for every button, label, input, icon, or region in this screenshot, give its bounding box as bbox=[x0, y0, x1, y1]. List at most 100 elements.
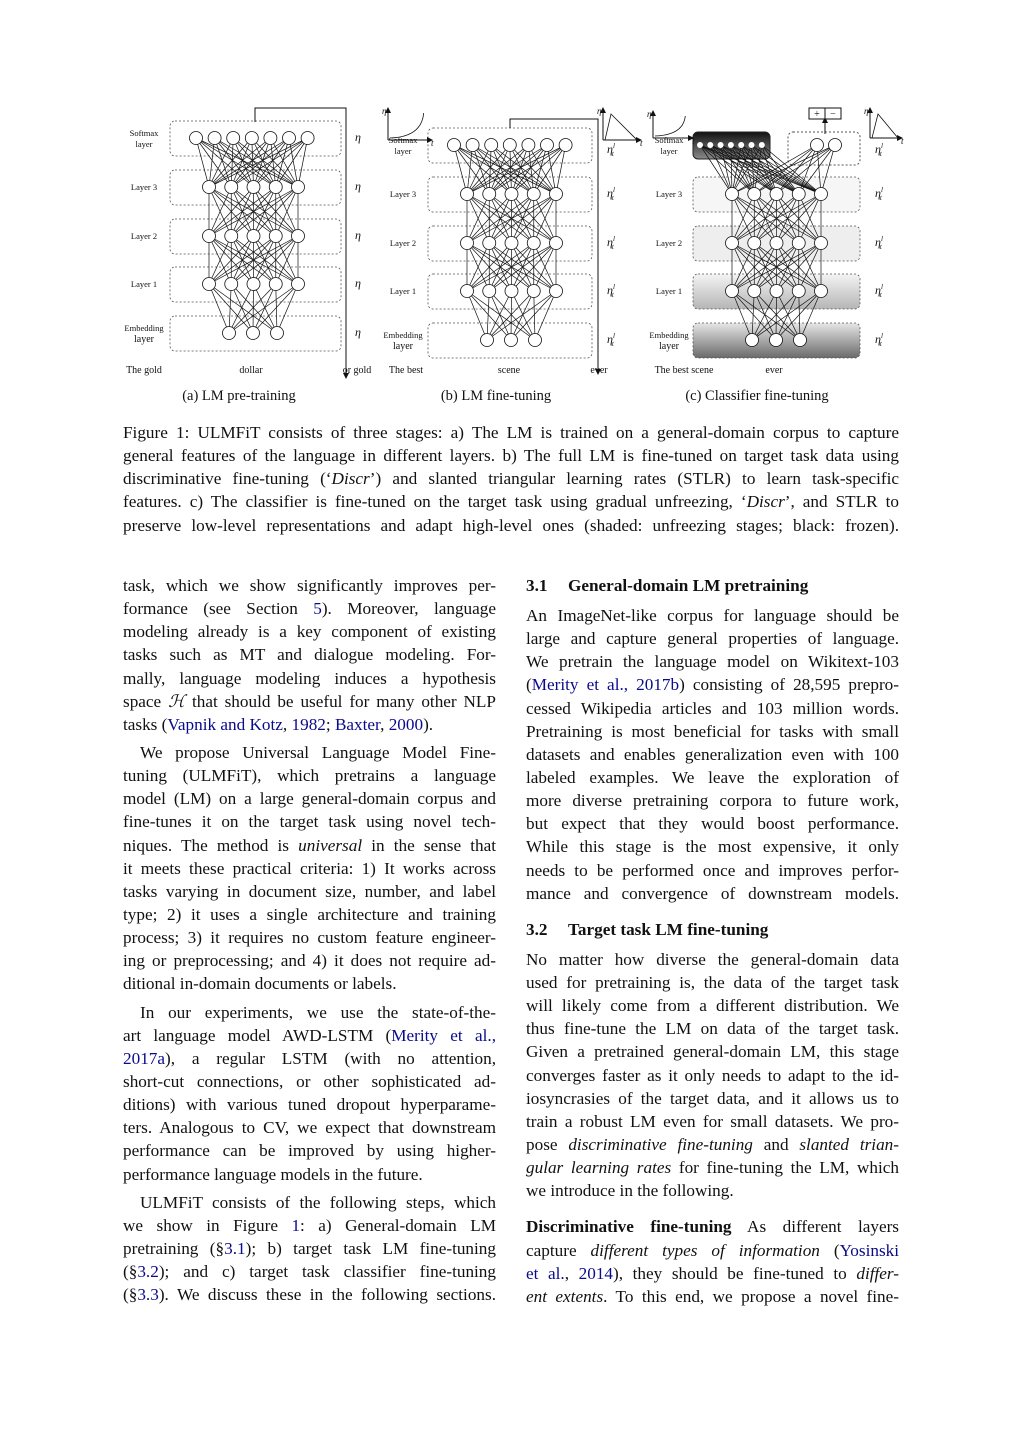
connection bbox=[466, 290, 512, 341]
text-line: space ℋ that should be useful for many o… bbox=[123, 690, 496, 713]
citation-link[interactable]: Merity et al., 2017b bbox=[531, 675, 680, 695]
connection bbox=[511, 290, 536, 341]
rate-symbol: η bbox=[355, 130, 361, 144]
neuron bbox=[447, 138, 461, 152]
section-title: Target task LM fine-tuning bbox=[568, 919, 769, 939]
connection bbox=[228, 283, 277, 334]
prediction-arrow bbox=[254, 107, 349, 379]
connection bbox=[275, 186, 299, 237]
figure-caption: Figure 1: ULMFiT consists of three stage… bbox=[123, 421, 899, 537]
rate-sub: t bbox=[612, 150, 615, 158]
text-run: features. c) The classifier is fine-tune… bbox=[123, 492, 747, 512]
connection bbox=[699, 144, 777, 195]
text-run: preserve low-level representations and a… bbox=[123, 515, 899, 535]
connection bbox=[754, 144, 836, 195]
citation-link[interactable]: 3.3 bbox=[137, 1285, 159, 1305]
text-run: model (LM) on a large general-domain cor… bbox=[123, 789, 496, 809]
citation-link[interactable]: 3.2 bbox=[137, 1262, 159, 1282]
neuron bbox=[549, 187, 563, 201]
citation-link[interactable]: Merity et al., bbox=[391, 1025, 496, 1045]
connection bbox=[510, 290, 535, 341]
citation-link[interactable]: 3.1 bbox=[224, 1238, 246, 1258]
connection bbox=[472, 144, 490, 195]
connection bbox=[699, 144, 799, 195]
citation-link[interactable]: et al. bbox=[526, 1263, 565, 1283]
neuron bbox=[465, 138, 480, 152]
connection bbox=[740, 144, 799, 195]
rate-sup: l bbox=[881, 142, 883, 150]
connection bbox=[775, 290, 777, 341]
text-line: performance language models in the futur… bbox=[123, 1163, 496, 1186]
text-line: tasks (Vapnik and Kotz, 1982; Baxter, 20… bbox=[123, 713, 496, 736]
connection bbox=[731, 193, 799, 244]
citation-link[interactable]: Yosinski bbox=[839, 1240, 900, 1260]
connection bbox=[208, 186, 232, 237]
rate-sub: t bbox=[880, 194, 883, 202]
connection bbox=[208, 137, 215, 188]
connection bbox=[466, 193, 534, 244]
connection bbox=[488, 290, 512, 341]
connection bbox=[472, 144, 534, 195]
text-run: formance (see Section bbox=[123, 599, 314, 619]
text-line: ULMFiT consists of the following steps, … bbox=[123, 1191, 496, 1214]
citation-link[interactable]: 2000 bbox=[388, 714, 424, 734]
connection bbox=[488, 144, 492, 195]
citation-link[interactable]: 1 bbox=[291, 1215, 301, 1235]
citation-link[interactable]: Baxter bbox=[334, 714, 381, 734]
text-run: fine-tunes it on the target task using n… bbox=[123, 812, 496, 832]
neuron bbox=[504, 284, 519, 298]
neuron bbox=[747, 284, 762, 298]
connection bbox=[710, 144, 822, 195]
connection bbox=[232, 137, 299, 188]
connection bbox=[776, 193, 822, 244]
connection bbox=[751, 144, 822, 195]
citation-link[interactable]: Vapnik and Kotz bbox=[167, 714, 283, 734]
neuron bbox=[504, 236, 519, 250]
learning-rate-label: ηl t bbox=[607, 283, 615, 299]
citation-link[interactable]: 5 bbox=[313, 599, 322, 619]
text-run: , bbox=[282, 714, 292, 734]
subfigure-caption: (b) LM fine-tuning bbox=[441, 388, 551, 404]
paragraph: ULMFiT consists of the following steps, … bbox=[123, 1191, 496, 1307]
inset-x-label: t bbox=[640, 138, 643, 148]
text-line: Discriminative fine-tuning As different … bbox=[526, 1215, 899, 1238]
rate-sup: l bbox=[613, 142, 615, 150]
section-number: 3.1 bbox=[526, 576, 548, 595]
layer-label: Layer 3 bbox=[131, 182, 157, 192]
connection bbox=[208, 235, 276, 285]
text-run: datasets and enables generalization even… bbox=[526, 744, 899, 764]
connection bbox=[466, 290, 488, 341]
neuron bbox=[480, 333, 494, 347]
text-run: ’) and slanted triangular learning rates… bbox=[369, 469, 899, 489]
neuron bbox=[526, 284, 541, 298]
neuron bbox=[460, 187, 474, 201]
connection bbox=[775, 290, 822, 341]
connection bbox=[731, 144, 752, 195]
text-line: We pretrain the language model on Wikite… bbox=[526, 650, 899, 673]
text-run: ; bbox=[325, 714, 335, 734]
input-word: ever bbox=[590, 365, 608, 376]
connection bbox=[731, 193, 822, 244]
layer-box bbox=[169, 218, 342, 255]
input-word: scene bbox=[498, 365, 521, 376]
frozen-node bbox=[748, 142, 755, 148]
neuron bbox=[291, 229, 305, 243]
inset-x-label: t bbox=[431, 138, 434, 148]
citation-link[interactable]: 1982 bbox=[291, 714, 326, 734]
rate-symbol: η bbox=[355, 325, 361, 339]
text-line: general features of the language in diff… bbox=[123, 444, 899, 467]
text-line: While this stage is the most expensive, … bbox=[526, 835, 899, 858]
connection bbox=[511, 242, 557, 292]
learning-rate-label: ηl t bbox=[607, 186, 615, 202]
neuron bbox=[268, 229, 283, 243]
rate-symbol: η bbox=[355, 228, 361, 242]
citation-link[interactable]: 2014 bbox=[578, 1263, 614, 1283]
rate-symbol: η bbox=[607, 235, 613, 249]
text-line: niques. The method is universal in the s… bbox=[123, 834, 496, 857]
neuron bbox=[246, 180, 261, 194]
connection bbox=[208, 283, 254, 334]
connection bbox=[533, 242, 557, 292]
citation-link[interactable]: 2017a bbox=[123, 1048, 166, 1068]
negative-class-box bbox=[824, 107, 842, 120]
text-run: general features of the language in diff… bbox=[123, 446, 899, 466]
